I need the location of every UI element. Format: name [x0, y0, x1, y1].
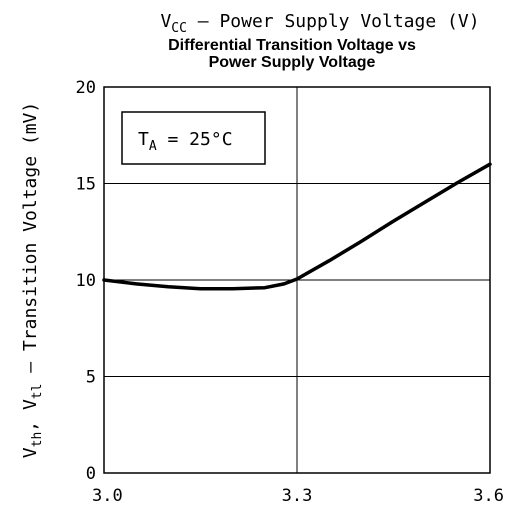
x-axis-label: VCC – Power Supply Voltage (V)	[160, 11, 479, 36]
y-tick-label: 15	[76, 175, 96, 195]
series-line	[102, 162, 492, 291]
annotation-box	[121, 111, 266, 165]
chart-title-line-1: Differential Transition Voltage vs	[168, 37, 416, 54]
chart-title-line-2: Power Supply Voltage	[209, 54, 376, 71]
y-tick-label: 20	[76, 78, 96, 98]
x-tick-label: 3.0	[92, 486, 123, 506]
annotation-text: TA = 25°C	[138, 129, 233, 154]
y-tick-label: 10	[76, 271, 96, 291]
tick-labels: 0 5 10 15 20 3.0 3.3 3.6	[76, 78, 504, 506]
y-axis-label: Vth, Vtl – Transition Voltage (mV)	[20, 102, 45, 458]
y-tick-label: 0	[86, 464, 96, 484]
y-tick-label: 5	[86, 368, 96, 388]
x-tick-label: 3.6	[473, 486, 504, 506]
x-tick-label: 3.3	[282, 486, 313, 506]
